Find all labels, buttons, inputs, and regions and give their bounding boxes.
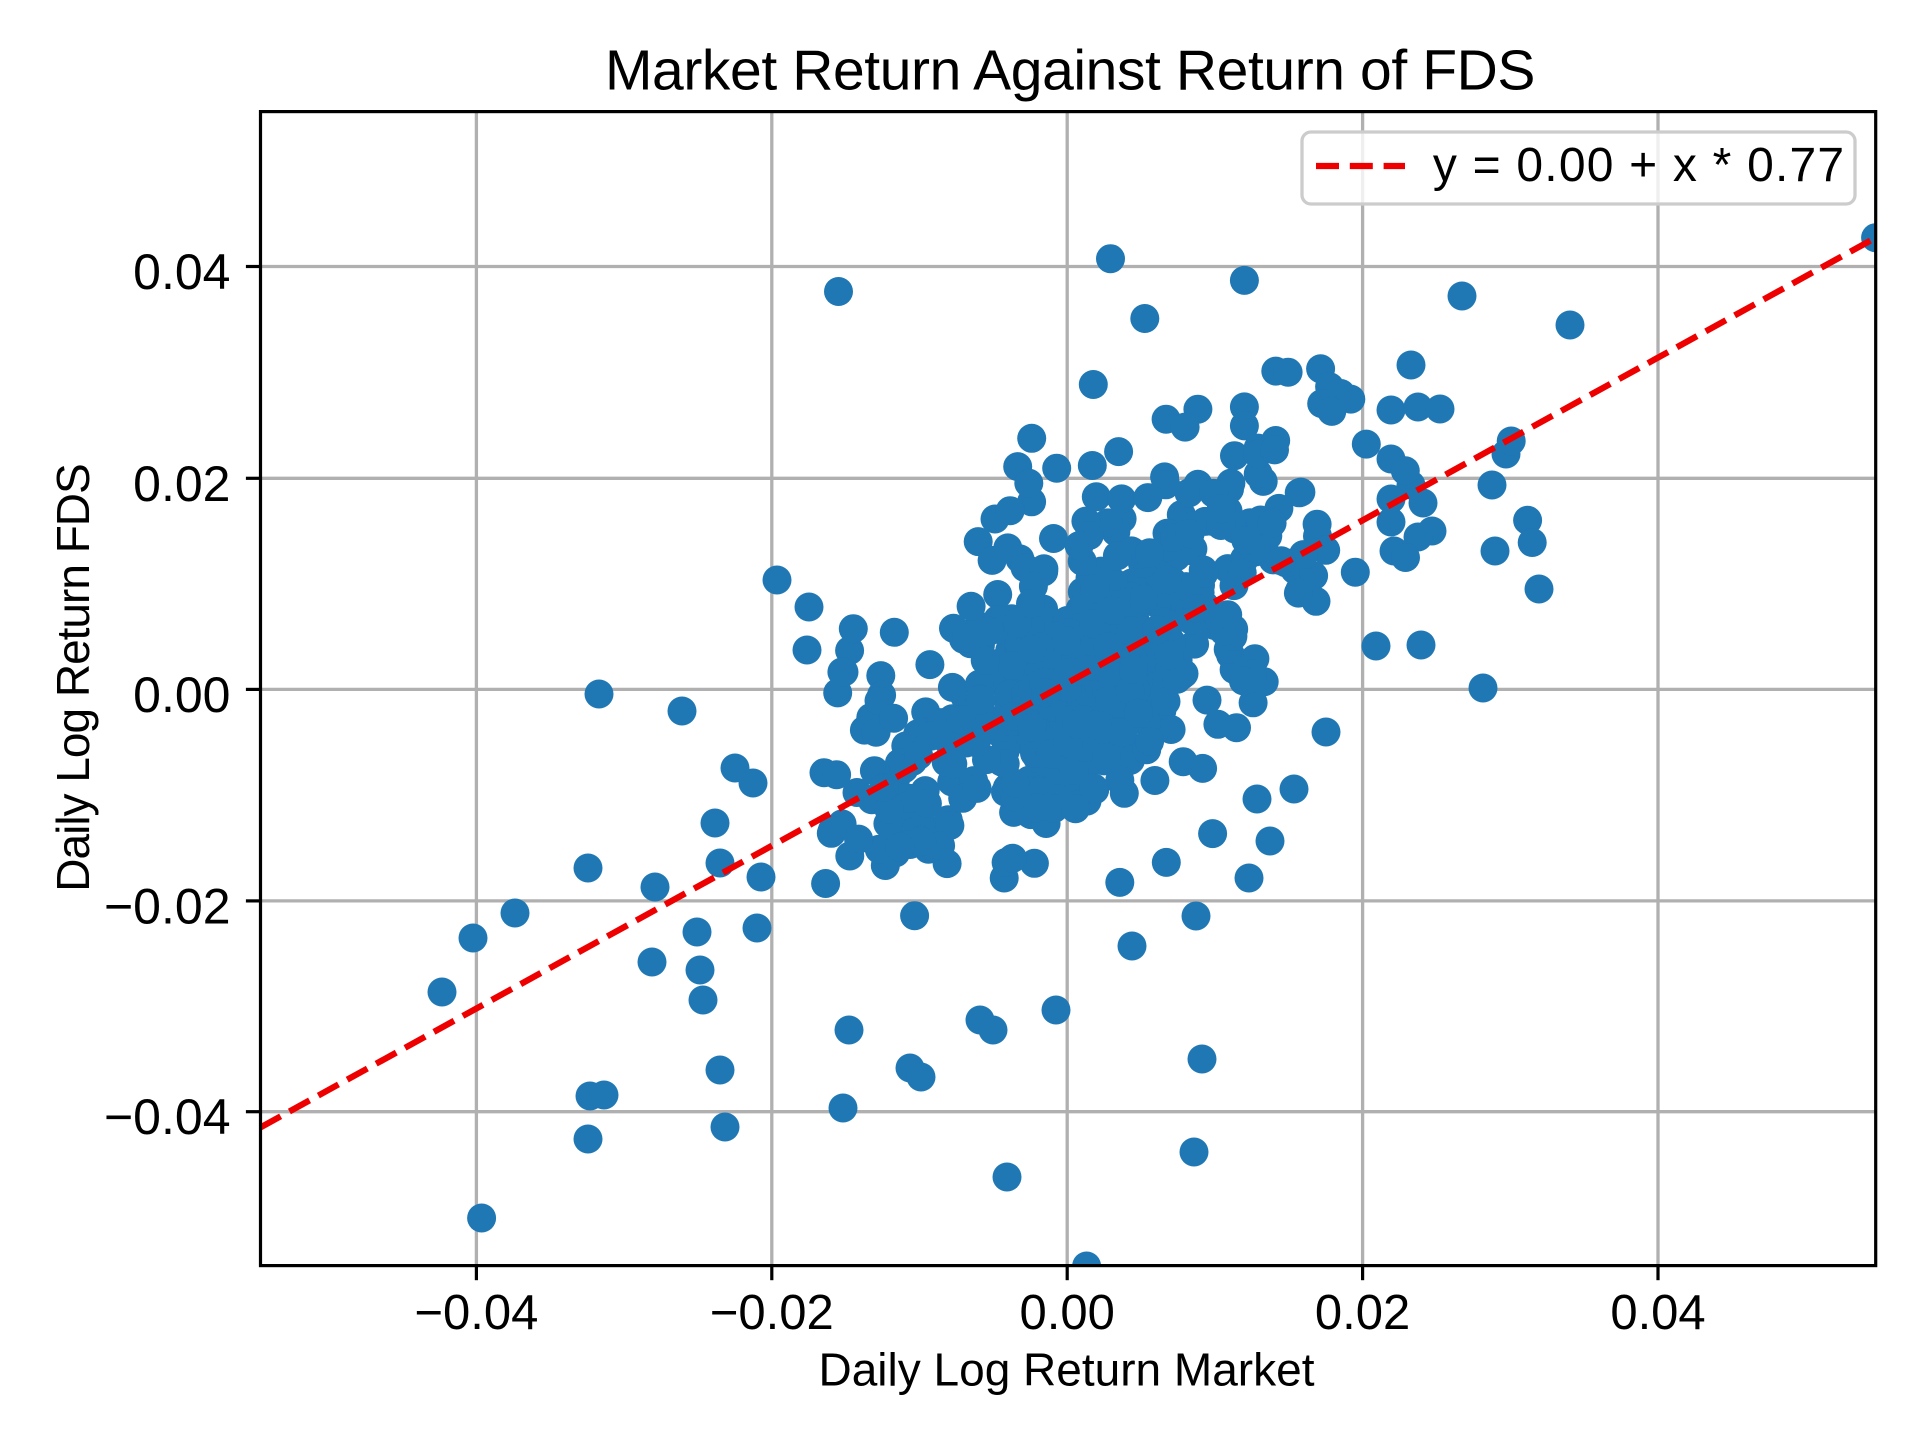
svg-text:Daily Log Return FDS: Daily Log Return FDS (47, 464, 99, 891)
svg-text:−0.04: −0.04 (104, 1089, 231, 1145)
svg-text:y = 0.00 + x * 0.77: y = 0.00 + x * 0.77 (1433, 139, 1845, 192)
svg-text:0.04: 0.04 (1610, 1286, 1705, 1340)
svg-text:−0.04: −0.04 (414, 1286, 538, 1340)
svg-text:Daily Log Return Market: Daily Log Return Market (819, 1344, 1315, 1396)
svg-text:−0.02: −0.02 (710, 1286, 834, 1340)
svg-text:−0.02: −0.02 (104, 878, 231, 934)
svg-text:Market Return Against Return o: Market Return Against Return of FDS (605, 38, 1535, 102)
svg-text:0.02: 0.02 (1315, 1286, 1410, 1340)
svg-text:0.00: 0.00 (1020, 1286, 1115, 1340)
svg-text:0.02: 0.02 (133, 456, 230, 512)
svg-text:0.00: 0.00 (133, 667, 230, 723)
svg-text:0.04: 0.04 (133, 244, 230, 300)
